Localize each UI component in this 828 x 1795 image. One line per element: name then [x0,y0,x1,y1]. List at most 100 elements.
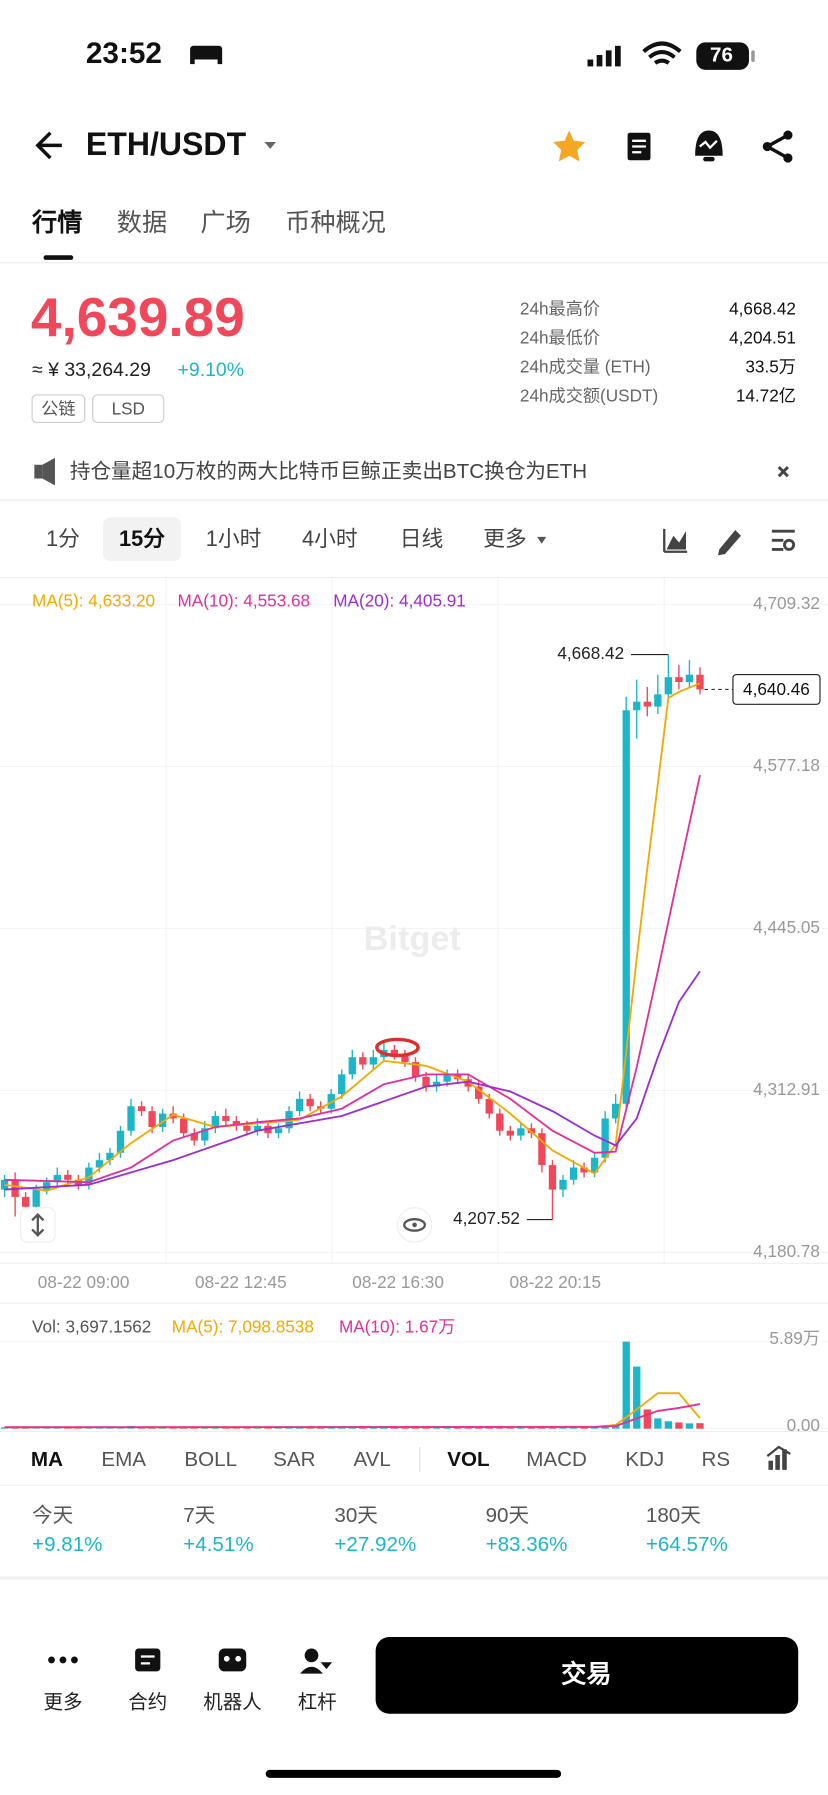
x-tick-label: 08-22 20:15 [510,1272,602,1292]
bot-icon[interactable] [218,1648,247,1672]
wifi-icon [642,41,682,65]
volume-bar [232,1427,241,1429]
volume-bar [443,1427,451,1429]
interval[interactable]: 日线 [400,526,444,551]
trade-button-label[interactable]: 交易 [561,1660,611,1689]
stat-label: 24h成交量 (ETH) [520,357,651,377]
candle-body [95,1160,104,1168]
divider [0,1262,828,1264]
contract-icon[interactable] [135,1648,161,1672]
draw-icon[interactable] [718,530,741,556]
ma-line [4,970,701,1191]
indicator-settings[interactable] [766,1445,791,1470]
last-price-label: 4,640.46 [743,679,810,699]
interval[interactable]: 1分 [46,526,80,551]
notes-icon[interactable] [627,132,651,161]
divider [0,576,828,579]
stat-value: 4,668.42 [729,299,796,319]
candle-body [675,677,683,683]
stat-label: 24h最高价 [520,299,600,319]
indicator[interactable]: AVL [353,1448,390,1471]
eye-button[interactable] [396,1207,433,1243]
back-button[interactable] [35,131,62,160]
candle-body [32,1189,40,1207]
volume-bar [306,1427,314,1429]
interval[interactable]: 1小时 [206,526,262,551]
more-icon[interactable] [48,1656,78,1664]
candle-body [253,1125,262,1131]
notice-close[interactable] [777,466,789,478]
candle-body [475,1086,483,1099]
watermark: Bitget [364,920,462,958]
interval-selected-bg [103,517,181,561]
perf-value: +83.36% [486,1533,568,1556]
pair-dropdown[interactable] [264,141,276,149]
share-icon[interactable] [762,130,793,163]
candle-body [148,1111,156,1128]
volume-bar [264,1427,272,1429]
y-tick-label: 0.00 [787,1415,820,1435]
volume-bar [654,1418,662,1429]
pair-title[interactable]: ETH/USDT [86,126,247,162]
candle-body [548,1165,557,1190]
chart-type-icon[interactable] [663,528,688,553]
expand-button[interactable] [20,1207,56,1243]
candle-body [306,1098,314,1107]
indicator[interactable]: KDJ [625,1448,664,1471]
settings-icon[interactable] [771,529,796,551]
trade-button[interactable] [375,1637,799,1714]
candle-body [685,674,694,683]
interval[interactable]: 15分 [119,526,165,551]
candle-body [390,1049,399,1055]
volume-bar [506,1427,514,1429]
tags: 公链 LSD [31,394,165,423]
notice-text[interactable]: 持仓量超10万枚的两大比特币巨鲸正卖出BTC换仓为ETH [70,460,587,483]
tab[interactable]: 数据 [117,209,167,237]
tab[interactable]: 币种概况 [285,209,386,237]
indicator[interactable]: MACD [526,1448,587,1471]
volume-bar [180,1427,188,1429]
indicator[interactable]: VOL [447,1448,489,1471]
volume-bar [158,1427,167,1429]
candle-body [496,1113,504,1131]
alert-icon[interactable] [695,130,723,162]
favorite-icon[interactable] [553,130,586,162]
indicator[interactable]: RS [701,1448,730,1471]
volume-bar [675,1422,683,1429]
nav-label[interactable]: 更多 [44,1692,83,1714]
candle-body [21,1196,30,1207]
candle-body [158,1113,167,1128]
perf-value: +4.51% [183,1533,253,1556]
candle-body [211,1116,219,1129]
candle-body [243,1125,251,1131]
ma-line [4,775,701,1184]
indicator[interactable]: MA [31,1448,63,1471]
indicator[interactable]: EMA [101,1448,146,1471]
volume-bar [316,1427,325,1429]
tab[interactable]: 广场 [200,209,250,237]
indicator[interactable]: SAR [273,1448,315,1471]
candle-body [569,1167,578,1180]
nav-label[interactable]: 机器人 [203,1692,261,1714]
candle-body [654,694,662,707]
hand-drawn-circle [375,1037,420,1058]
candle-body [664,677,673,695]
candle-body [411,1062,420,1077]
indicator[interactable]: BOLL [184,1448,237,1471]
candle-body [116,1130,125,1153]
home-indicator [265,1769,562,1778]
candle-body [201,1128,209,1141]
volume-bar [190,1427,198,1429]
perf-label: 90天 [486,1504,530,1527]
candle-body [506,1130,514,1136]
nav-label[interactable]: 杠杆 [298,1692,337,1714]
interval[interactable]: 4小时 [302,526,358,551]
interval[interactable]: 更多 [483,526,527,551]
margin-icon[interactable] [300,1648,333,1674]
nav-label[interactable]: 合约 [128,1692,167,1714]
candle-body [180,1118,188,1134]
ma-legend: MA(5): 4,633.20 [32,591,155,611]
tab[interactable]: 行情 [31,209,82,237]
